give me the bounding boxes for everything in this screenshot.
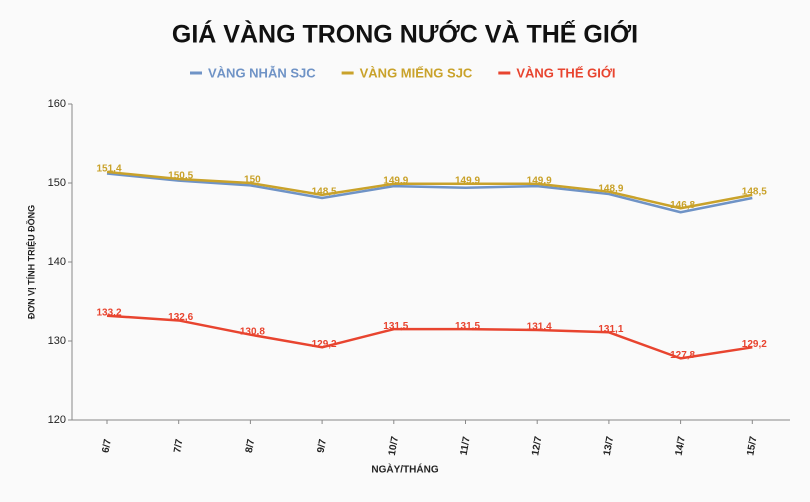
x-axis-title: NGÀY/THÁNG	[371, 463, 438, 476]
value-label: 150	[244, 175, 261, 186]
y-tick-label: 140	[48, 256, 66, 268]
value-label: 131,4	[527, 322, 552, 333]
x-tick-label: 15/7	[745, 435, 759, 457]
value-label: 127,8	[670, 350, 695, 361]
series-line	[106, 172, 753, 214]
value-label: 146,8	[670, 200, 695, 211]
value-label: 148,5	[312, 186, 337, 197]
value-label: 132,6	[168, 312, 193, 323]
value-label: 129,2	[312, 339, 337, 350]
value-label: 148,9	[598, 183, 623, 194]
legend-label: VÀNG MIẾNG SJC	[360, 65, 473, 80]
value-label: 149,9	[383, 175, 408, 186]
legend-label: VÀNG THẾ GIỚI	[516, 65, 615, 80]
y-tick-label: 120	[48, 414, 66, 426]
y-tick-label: 150	[48, 177, 66, 189]
x-tick-label: 8/7	[244, 438, 257, 454]
y-tick-label: 160	[48, 98, 66, 110]
value-label: 151,4	[96, 164, 121, 175]
chart-title: GIÁ VÀNG TRONG NƯỚC VÀ THẾ GIỚI	[172, 19, 638, 49]
value-label: 148,5	[742, 186, 767, 197]
x-tick-label: 10/7	[387, 435, 401, 457]
value-label: 131,1	[598, 324, 623, 335]
x-tick-label: 14/7	[674, 435, 688, 457]
x-tick-label: 11/7	[459, 435, 473, 456]
y-tick-label: 130	[48, 335, 66, 347]
value-label: 131,5	[455, 321, 480, 332]
value-label: 150,5	[168, 171, 193, 182]
legend-label: VÀNG NHẪN SJC	[208, 65, 316, 80]
y-axis-title: ĐƠN VỊ TÍNH TRIỆU ĐỒNG	[25, 205, 36, 319]
value-label: 133,2	[96, 307, 121, 318]
series-line	[106, 314, 753, 360]
value-label: 129,2	[742, 339, 767, 350]
value-label: 130,8	[240, 326, 265, 337]
x-tick-label: 13/7	[602, 435, 616, 457]
value-label: 149,9	[527, 175, 552, 186]
x-tick-label: 6/7	[101, 438, 114, 454]
value-label: 149,9	[455, 175, 480, 186]
x-tick-label: 12/7	[530, 435, 544, 457]
x-tick-label: 7/7	[172, 438, 185, 454]
value-label: 131,5	[383, 321, 408, 332]
series-line	[106, 170, 753, 210]
x-tick-label: 9/7	[316, 438, 329, 454]
